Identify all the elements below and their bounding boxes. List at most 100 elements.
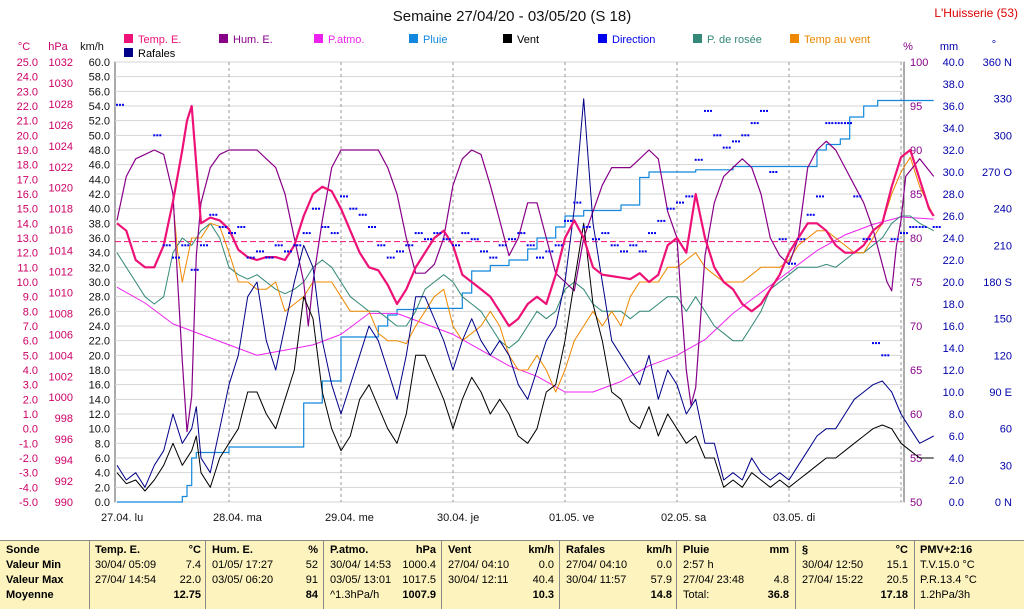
direction-point [287,250,289,253]
humidity-tick-label: 100 [910,57,928,69]
direction-point [822,195,824,198]
direction-point [573,201,576,204]
direction-point [644,250,647,253]
summary-unit: mm [769,544,789,556]
summary-min-date: 30/04/ 12:50 [802,559,864,571]
wind-tick-label: 8.0 [95,438,110,450]
direction-point [383,244,386,247]
direction-tick-label: 0 N [995,497,1012,509]
direction-point [224,226,227,228]
rain-tick-label: 6.0 [949,431,964,443]
humidity-tick-label: 90 [910,145,922,157]
summary-min-date: 30/04/ 14:53 [330,559,392,571]
direction-point [819,195,821,198]
rain-tick-label: 30.0 [943,167,964,179]
direction-point [374,226,376,228]
direction-point [498,244,501,247]
temp-tick-label: 12.0 [17,248,38,260]
direction-point [576,201,579,204]
direction-point [676,201,678,204]
temp-tick-label: 7.0 [23,321,38,333]
summary-min-val: 15.1 [886,559,908,571]
summary-row: Total: 36.8 [680,588,793,603]
chart-legend: Temp. E. Hum. E. P.atmo. Pluie Vent Direction… [124,34,870,60]
pmv-block: PMV+2:16 T.V.15.0 °C P.R.13.4 °C 1.2hPa/… [920,541,1020,609]
temp-tick-label: 22.0 [17,101,38,113]
direction-point [613,244,616,247]
direction-point [598,238,600,241]
row-label-avg: Moyenne [6,589,54,601]
pressure-tick-label: 1016 [49,225,73,237]
summary-row: 01/05/ 17:27 52 [209,558,322,573]
direction-point [411,244,414,247]
wind-tick-label: 16.0 [89,380,110,392]
direction-point [828,122,831,125]
direction-point [704,109,706,112]
direction-point [791,262,793,265]
direction-point [252,256,255,259]
direction-point [784,238,787,241]
direction-point [856,195,859,198]
summary-row: 30/04/ 14:53 1000.4 [327,558,440,573]
direction-point [221,226,224,228]
direction-point [480,250,482,253]
direction-point [682,201,684,204]
divider [323,541,324,609]
temp-tick-label: -1.0 [19,438,38,450]
direction-point [156,134,159,137]
direction-point [915,226,918,228]
direction-point [756,122,759,125]
wind-tick-label: 52.0 [89,116,110,128]
direction-point [271,256,274,259]
direction-point [548,250,551,253]
direction-point [713,134,716,137]
summary-max-val: 22.0 [179,574,201,586]
direction-point [517,232,520,235]
summary-name: § [802,544,809,556]
direction-point [284,250,286,253]
summary-row: 27/04/ 14:54 22.0 [92,573,205,588]
wind-tick-label: 54.0 [89,101,110,113]
direction-point [433,232,436,235]
direction-point [308,232,311,235]
temp-tick-label: 15.0 [17,204,38,216]
direction-point [554,244,557,247]
direction-point [884,354,887,357]
series-layer [116,98,941,503]
direction-point [716,134,719,137]
direction-point [579,201,582,204]
direction-point [203,244,205,247]
direction-tick-label: 90 E [989,387,1012,399]
direction-point [800,238,803,241]
pressure-tick-label: 998 [55,413,73,425]
direction-point [753,122,756,125]
direction-point [778,238,781,241]
temp-tick-label: 6.0 [23,336,38,348]
wind-tick-label: 4.0 [95,468,110,480]
divider [441,541,442,609]
direction-point [371,226,373,228]
wind-tick-label: 56.0 [89,86,110,98]
direction-point [274,244,277,247]
direction-point [175,256,177,259]
direction-point [932,226,935,228]
direction-tick-label: 360 N [983,57,1012,69]
direction-tick-label: 210 [994,240,1012,252]
legend-swatch [124,34,133,43]
direction-point [741,134,744,137]
direction-point [445,238,448,241]
summary-min-date: 2:57 h [683,559,714,571]
direction-point [343,195,345,198]
summary-group: Vent km/h 27/04/ 04:10 0.0 30/04/ 12:11 40.4 1… [445,541,558,609]
direction-point [772,171,775,173]
summary-group: Hum. E.% 01/05/ 17:27 52 03/05/ 06:20 91 84 [209,541,322,609]
temp-tick-label: 2.0 [23,394,38,406]
direction-point [200,244,202,247]
wind-tick-label: 32.0 [89,262,110,274]
direction-point [797,238,800,241]
summary-row: 03/05/ 13:01 1017.5 [327,573,440,588]
direction-point [806,213,809,216]
direction-point [336,232,339,235]
direction-point [732,140,734,143]
summary-unit: % [308,544,318,556]
